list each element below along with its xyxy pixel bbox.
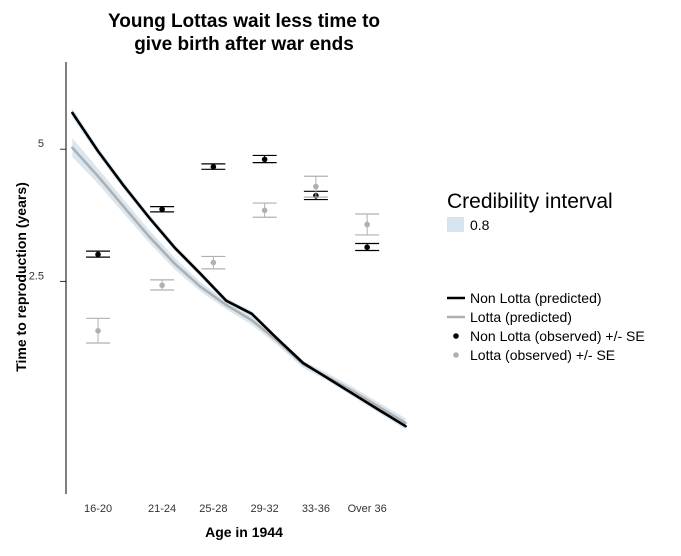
predicted-line (71, 111, 407, 428)
credibility-band (72, 108, 406, 430)
y-tick-label: 5 (38, 138, 44, 150)
legend-entry-label: Non Lotta (observed) +/- SE (470, 328, 645, 344)
predicted-line (71, 146, 407, 425)
legend: Credibility interval 0.8 Non Lotta (predi… (447, 190, 645, 363)
legend-point-key (453, 352, 459, 358)
y-axis-label: Time to reproduction (years) (13, 182, 29, 372)
observed-point (159, 206, 165, 213)
x-axis-label: Age in 1944 (205, 524, 283, 540)
observed-point (364, 244, 370, 251)
observed-point (95, 251, 101, 258)
observed-point (313, 183, 319, 190)
plot-area: 16-20 21-24 25-28 29-32 33-36 Over 36 2.5 5 (29, 108, 407, 515)
observed-point (159, 282, 165, 289)
observed-point (95, 327, 101, 334)
x-tick-label: Over 36 (348, 503, 387, 515)
x-tick-label: 29-32 (251, 503, 279, 515)
x-tick-label: 16-20 (84, 503, 112, 515)
legend-entry-label: Lotta (observed) +/- SE (470, 347, 615, 363)
credibility-band (72, 138, 406, 428)
y-tick-label: 2.5 (29, 270, 44, 282)
chart-title-line-2: give birth after war ends (134, 34, 354, 55)
x-tick-label: 25-28 (199, 503, 227, 515)
observed-point (210, 259, 217, 266)
legend-interval-key (447, 217, 464, 232)
observed-point (261, 207, 268, 214)
legend-entry-label: Non Lotta (predicted) (470, 290, 602, 306)
observed-point (364, 221, 370, 228)
legend-interval-title: Credibility interval (447, 190, 613, 213)
legend-entry-label: Lotta (predicted) (470, 309, 572, 325)
observed-point (210, 163, 217, 170)
legend-point-key (453, 333, 459, 339)
observed-point (261, 156, 268, 163)
legend-interval-label: 0.8 (470, 217, 490, 233)
chart-title-line-1: Young Lottas wait less time to (108, 11, 380, 32)
x-tick-label: 33-36 (302, 503, 330, 515)
x-tick-label: 21-24 (148, 503, 176, 515)
